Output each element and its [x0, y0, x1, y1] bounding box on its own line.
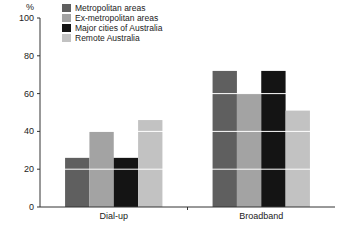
grid-line	[40, 169, 335, 170]
bar	[114, 158, 138, 207]
legend-label: Metropolitan areas	[75, 3, 145, 13]
chart-root: % 0 20 40 60 80 100 Dial-up Broadband Metropolita…	[0, 0, 340, 227]
y-tick-label: 80	[24, 51, 34, 61]
chart-svg: % 0 20 40 60 80 100 Dial-up Broadband Metropolita…	[0, 0, 340, 227]
bar	[138, 120, 162, 207]
grid-line	[40, 131, 335, 132]
bar	[286, 111, 310, 207]
legend: Metropolitan areasEx-metropolitan areasM…	[62, 3, 163, 43]
x-tick-label: Dial-up	[99, 211, 128, 221]
bar	[65, 158, 89, 207]
y-tick-label: 60	[24, 89, 34, 99]
legend-swatch	[62, 24, 71, 32]
legend-label: Remote Australia	[75, 33, 140, 43]
y-tick-label: 0	[29, 202, 34, 212]
y-tick-label: 100	[19, 13, 34, 23]
x-tick-label: Broadband	[239, 211, 283, 221]
bar	[237, 94, 261, 207]
y-axis-label: %	[26, 2, 34, 12]
grid-line	[40, 93, 335, 94]
y-axis	[40, 18, 41, 207]
legend-label: Ex-metropolitan areas	[75, 13, 158, 23]
bar	[261, 71, 285, 207]
bar	[213, 71, 237, 207]
legend-swatch	[62, 34, 71, 42]
legend-label: Major cities of Australia	[75, 23, 163, 33]
y-tick-label: 20	[24, 164, 34, 174]
x-tick	[187, 207, 188, 210]
legend-swatch	[62, 14, 71, 22]
legend-swatch	[62, 4, 71, 12]
grid-line	[40, 55, 335, 56]
bars	[40, 18, 335, 207]
y-tick-label: 40	[24, 126, 34, 136]
